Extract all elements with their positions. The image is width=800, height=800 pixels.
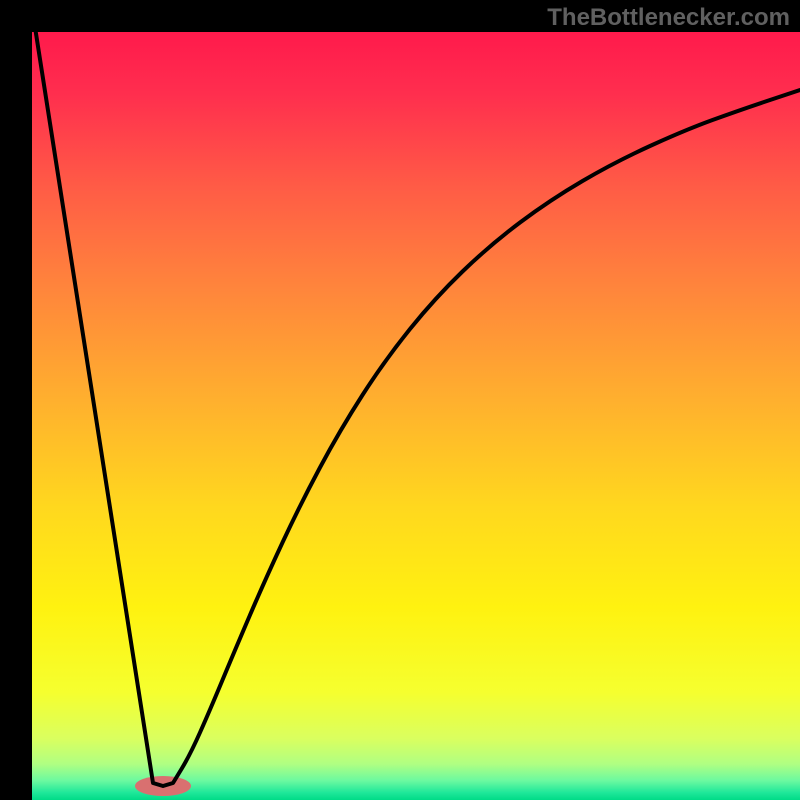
bottleneck-chart [0,0,800,800]
gradient-background [32,32,800,800]
watermark-text: TheBottlenecker.com [547,4,790,32]
chart-container: TheBottlenecker.com [0,0,800,800]
